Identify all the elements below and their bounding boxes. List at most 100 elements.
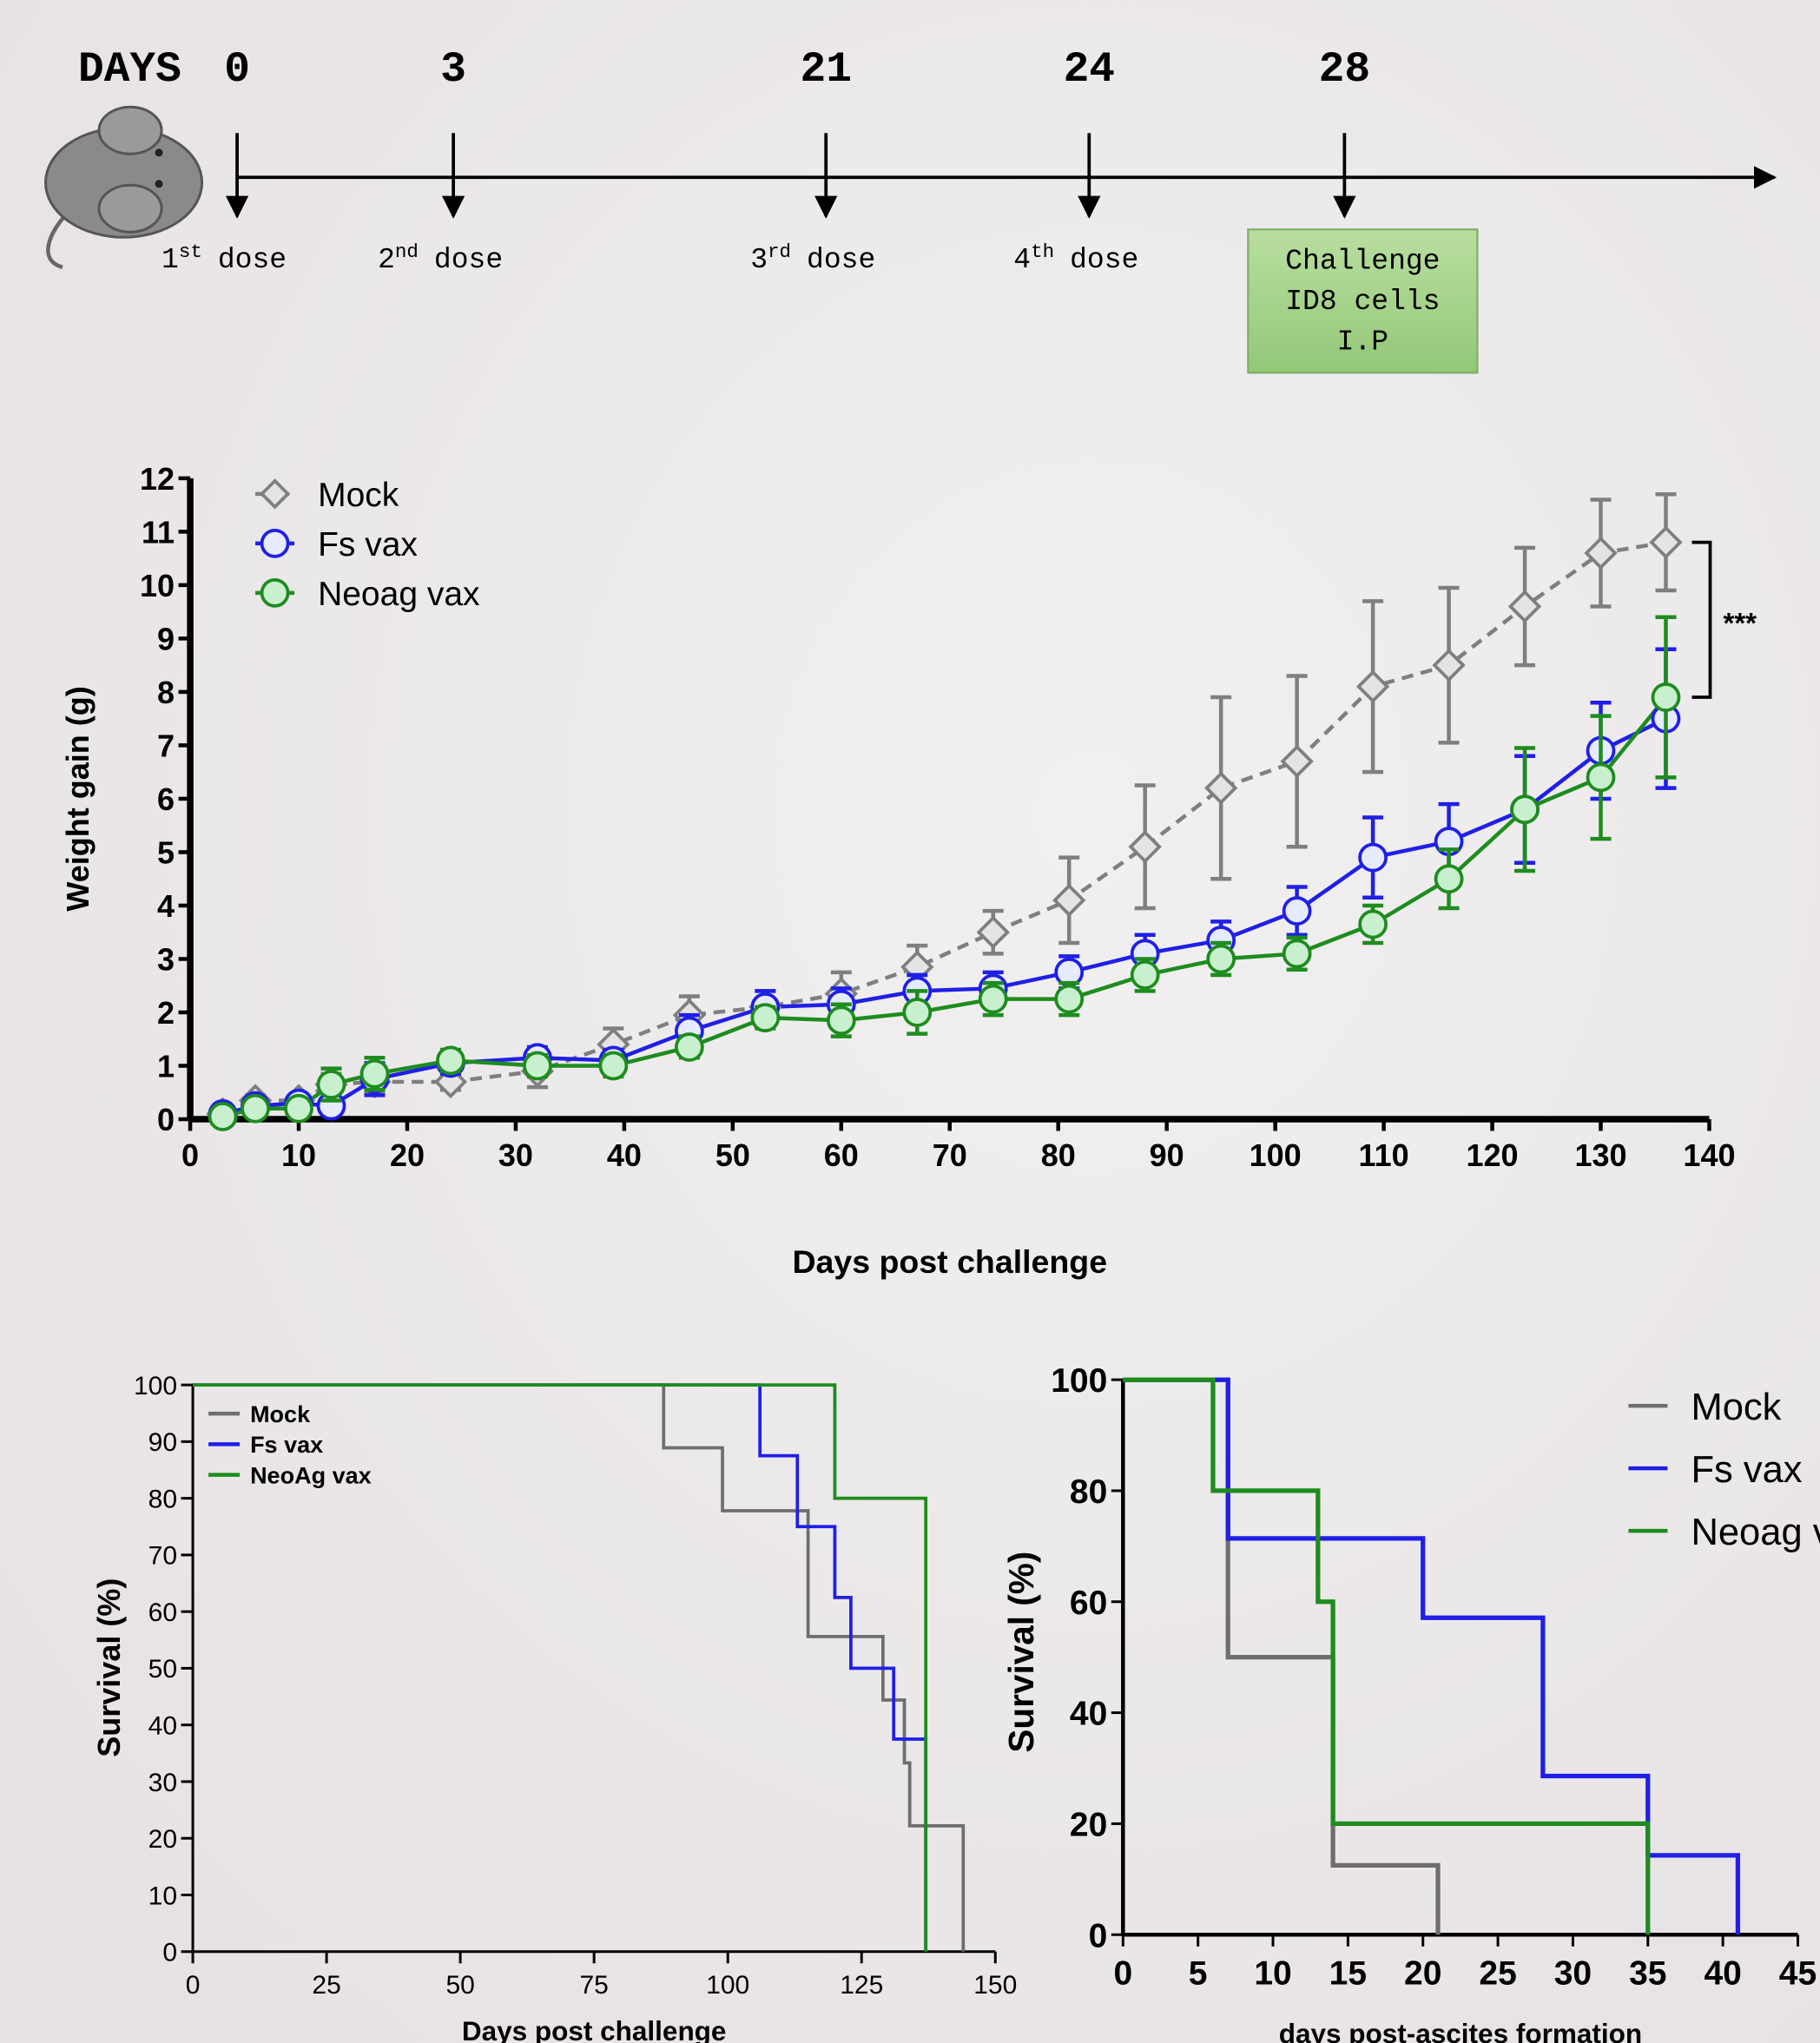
x-tick-label: 10 xyxy=(281,1137,316,1173)
x-tick-label: 20 xyxy=(1404,1954,1441,1992)
y-tick-label: 40 xyxy=(148,1711,177,1740)
x-tick-label: 40 xyxy=(1704,1954,1741,1992)
chart: 0 20 40 60 80 100 0 5 10 15 20 25 30 35 40 45 days post-… xyxy=(1001,1362,1820,2043)
x-tick-label: 130 xyxy=(1574,1137,1626,1173)
y-tick-label: 3 xyxy=(157,941,175,977)
x-tick-label: 30 xyxy=(498,1137,533,1173)
y-tick-label: 8 xyxy=(157,675,175,710)
dose-number: 1 xyxy=(162,244,179,276)
x-tick-label: 150 xyxy=(973,1971,1017,2000)
dose-ordinal: th xyxy=(1031,241,1054,263)
marker xyxy=(1282,939,1312,969)
marker xyxy=(1204,771,1238,805)
marker xyxy=(208,1102,238,1131)
legend-label: NeoAg vax xyxy=(250,1462,372,1488)
marker xyxy=(1358,909,1388,939)
marker xyxy=(976,915,1010,949)
marker xyxy=(1510,794,1540,825)
dose-ordinal: st xyxy=(179,241,202,263)
marker xyxy=(1282,896,1312,926)
marker xyxy=(674,1032,704,1062)
y-tick-label: 4 xyxy=(157,888,175,924)
marker xyxy=(1130,960,1160,990)
x-tick-label: 100 xyxy=(1250,1137,1302,1173)
x-axis-label: Days post challenge xyxy=(792,1243,1107,1280)
y-tick-label: 12 xyxy=(140,461,175,497)
marker xyxy=(1358,842,1388,873)
dose-label: 4th dose xyxy=(1013,241,1138,276)
y-axis-label: Survival (%) xyxy=(91,1578,127,1757)
y-tick-label: 60 xyxy=(1070,1585,1107,1622)
timeline-label: DAYS xyxy=(78,45,181,94)
legend-marker xyxy=(260,528,290,558)
marker xyxy=(436,1045,465,1076)
y-tick-label: 30 xyxy=(148,1769,177,1797)
legend-label: Fs vax xyxy=(250,1432,323,1458)
legend-marker xyxy=(259,478,291,510)
dose-number: 3 xyxy=(750,244,768,276)
y-tick-label: 20 xyxy=(1070,1806,1107,1843)
y-tick-label: 11 xyxy=(142,514,175,550)
dose-word: dose xyxy=(218,244,287,276)
marker xyxy=(359,1058,390,1089)
timeline-day: 24 xyxy=(1064,45,1115,94)
marker xyxy=(1206,944,1236,974)
x-tick-label: 125 xyxy=(840,1971,883,2000)
y-tick-label: 70 xyxy=(148,1542,177,1571)
marker xyxy=(750,1003,781,1033)
legend-marker xyxy=(260,578,290,608)
marker xyxy=(1128,830,1162,864)
x-tick-label: 0 xyxy=(186,1971,201,2000)
x-tick-label: 50 xyxy=(715,1137,750,1173)
x-tick-label: 140 xyxy=(1683,1137,1735,1173)
legend-label: Fs vax xyxy=(318,526,418,563)
y-tick-label: 5 xyxy=(157,834,175,870)
survival-curve xyxy=(193,1383,966,1952)
x-tick-label: 5 xyxy=(1189,1954,1208,1992)
marker xyxy=(1507,590,1542,623)
y-tick-label: 9 xyxy=(157,621,175,656)
dose-label: 2nd dose xyxy=(378,241,503,276)
x-tick-label: 40 xyxy=(607,1137,642,1173)
marker xyxy=(598,1051,629,1081)
series-line xyxy=(222,716,1667,1117)
mouse-icon xyxy=(44,105,204,269)
x-tick-label: 80 xyxy=(1041,1137,1076,1173)
legend-label: Mock xyxy=(318,477,399,514)
marker xyxy=(902,998,933,1027)
y-tick-label: 0 xyxy=(157,1102,175,1137)
marker xyxy=(241,1093,270,1124)
challenge-box xyxy=(1247,228,1479,374)
x-tick-label: 0 xyxy=(1113,1954,1132,1992)
x-tick-label: 70 xyxy=(933,1137,967,1173)
x-axis-label: Days post challenge xyxy=(462,2015,727,2043)
annotation: *** xyxy=(1724,607,1757,639)
y-tick-label: 0 xyxy=(1089,1917,1108,1954)
x-tick-label: 75 xyxy=(579,1971,608,2000)
dose-word: dose xyxy=(807,244,875,276)
marker xyxy=(1434,864,1464,894)
series-line xyxy=(222,695,1668,1119)
timeline-day: 21 xyxy=(801,45,852,94)
survival-curve xyxy=(193,1383,928,1952)
x-tick-label: 35 xyxy=(1629,1954,1666,1992)
x-tick-label: 0 xyxy=(181,1137,199,1173)
legend-label: Mock xyxy=(1691,1387,1781,1428)
x-tick-label: 25 xyxy=(312,1971,340,2000)
series-line xyxy=(221,540,1666,1116)
marker xyxy=(1052,883,1086,917)
x-axis-label: days post-ascites formation xyxy=(1279,2018,1642,2043)
dose-ordinal: rd xyxy=(768,241,791,263)
survival-curve xyxy=(1123,1377,1741,1935)
significance-bracket xyxy=(1691,540,1712,699)
y-tick-label: 80 xyxy=(148,1485,177,1513)
marker xyxy=(1054,984,1085,1014)
dose-label: 1st dose xyxy=(162,241,287,276)
y-tick-label: 60 xyxy=(148,1598,177,1627)
dose-number: 2 xyxy=(378,244,395,276)
dose-label: 3rd dose xyxy=(750,241,875,276)
legend-label: Neoag vax xyxy=(1691,1512,1820,1553)
y-axis-label: Weight gain (g) xyxy=(60,686,96,911)
